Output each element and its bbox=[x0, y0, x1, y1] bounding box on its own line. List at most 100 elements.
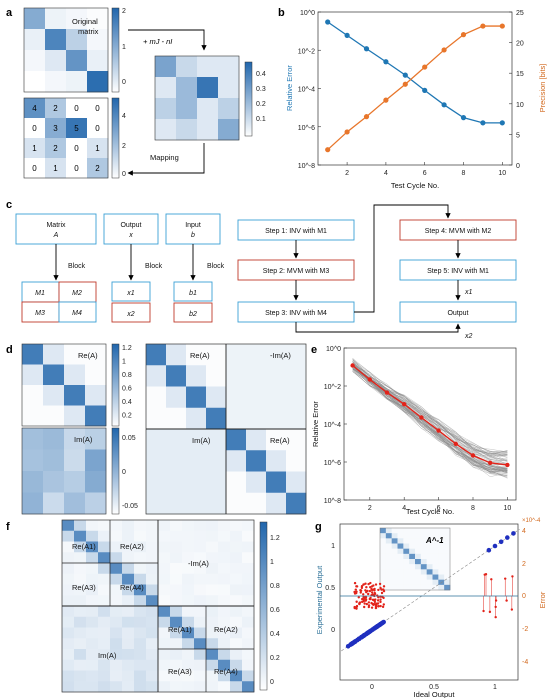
data-point bbox=[384, 390, 390, 395]
heatmap-cell bbox=[122, 638, 135, 650]
heatmap-cell bbox=[230, 595, 243, 607]
heatmap-cell bbox=[74, 584, 87, 596]
inset-cell bbox=[385, 528, 392, 534]
x-tick-label: 6 bbox=[423, 170, 427, 177]
heatmap-cell bbox=[230, 659, 243, 671]
heatmap-cell bbox=[158, 616, 171, 628]
trial-line bbox=[352, 363, 508, 461]
heatmap-cell bbox=[43, 405, 65, 427]
y2-tick-label: 25 bbox=[516, 10, 524, 17]
heatmap-cell bbox=[146, 595, 159, 607]
panel-label-g: g bbox=[315, 521, 322, 533]
inset-cell bbox=[391, 574, 398, 580]
heatmap-cell bbox=[242, 552, 255, 564]
heatmap-cell bbox=[110, 595, 123, 607]
x-tick-label: 6 bbox=[437, 505, 441, 512]
heatmap-cell bbox=[62, 606, 75, 618]
heatmap-cell bbox=[74, 681, 87, 693]
heatmap-cell bbox=[246, 429, 267, 451]
heatmap-cell bbox=[146, 520, 159, 532]
heatmap-cell bbox=[134, 606, 147, 618]
inset-cell bbox=[438, 564, 445, 570]
heatmap-cell bbox=[242, 616, 255, 628]
error-point bbox=[382, 589, 386, 593]
inset-cell bbox=[426, 569, 433, 575]
heatmap-cell bbox=[246, 344, 267, 366]
panel-label-a: a bbox=[6, 7, 13, 19]
heatmap-cell bbox=[194, 573, 207, 585]
plot-e-marks bbox=[350, 358, 510, 479]
g-ylabel: Experimental Output bbox=[315, 565, 324, 634]
f-cb-tick: 0.8 bbox=[270, 583, 280, 590]
inset-cell bbox=[432, 579, 439, 586]
heatmap-cell bbox=[182, 595, 195, 607]
inset-cell bbox=[438, 569, 445, 575]
inset-cell bbox=[409, 559, 416, 565]
heatmap-cell bbox=[266, 471, 287, 494]
heatmap-cell bbox=[122, 595, 135, 607]
heatmap-cell bbox=[87, 8, 109, 30]
shift-label: + mJ - nI bbox=[143, 37, 172, 46]
error-point bbox=[379, 604, 382, 608]
heatmap-cell bbox=[182, 520, 195, 532]
heatmap-cell bbox=[218, 520, 231, 532]
inset-cell bbox=[380, 528, 387, 534]
error-point bbox=[362, 583, 365, 586]
heatmap-cell bbox=[87, 158, 109, 179]
inset-cell bbox=[444, 553, 451, 560]
error-point bbox=[355, 600, 358, 603]
inset-cell bbox=[438, 584, 445, 591]
inset-cell bbox=[432, 548, 439, 555]
heatmap-cell bbox=[226, 450, 247, 472]
g-ytick: 1 bbox=[331, 543, 335, 550]
heatmap-cell bbox=[197, 77, 219, 99]
heatmap-cell bbox=[146, 471, 167, 494]
data-point bbox=[499, 23, 505, 29]
heatmap-cell bbox=[242, 595, 255, 607]
inset-cell bbox=[426, 538, 433, 544]
heatmap-cell bbox=[266, 429, 287, 451]
mapped-value: 1 bbox=[53, 164, 58, 173]
mapped-value: 2 bbox=[95, 164, 100, 173]
inset-cell bbox=[415, 569, 422, 575]
heatmap-cell bbox=[206, 429, 227, 451]
trial-line bbox=[352, 368, 508, 473]
heatmap-cell bbox=[286, 365, 307, 387]
heatmap-cell bbox=[134, 573, 147, 585]
heatmap-cell bbox=[74, 670, 87, 682]
error-point bbox=[367, 605, 371, 609]
heatmap-cell bbox=[170, 530, 183, 542]
heatmap-cell bbox=[206, 638, 219, 650]
inset-cell bbox=[415, 548, 422, 555]
g-y2tick: 2 bbox=[522, 561, 526, 568]
x-tick-label: 10 bbox=[504, 505, 512, 512]
heatmap-cell bbox=[218, 541, 231, 553]
heatmap-cell bbox=[206, 627, 219, 639]
f-reA1-label: Re(A1) bbox=[72, 542, 96, 551]
heatmap-cell bbox=[170, 606, 183, 618]
heatmap-cell bbox=[146, 563, 159, 575]
x-tick-label: 8 bbox=[471, 505, 475, 512]
heatmap-cell bbox=[66, 8, 88, 30]
x-tick-label: 2 bbox=[368, 505, 372, 512]
heatmap-cell bbox=[206, 541, 219, 553]
heatmap-cell bbox=[186, 344, 207, 366]
inset-cell bbox=[426, 553, 433, 560]
data-point bbox=[367, 377, 372, 382]
heatmap-cell bbox=[86, 520, 99, 532]
heatmap-cell bbox=[206, 492, 227, 515]
heatmap-cell bbox=[206, 471, 227, 494]
heatmap-cell bbox=[246, 386, 267, 409]
d-cb-top-tick: 0.6 bbox=[122, 386, 132, 393]
error-point bbox=[378, 582, 382, 586]
error-point bbox=[505, 599, 508, 602]
heatmap-cell bbox=[45, 138, 67, 159]
heatmap-cell bbox=[98, 595, 111, 607]
inset-cell bbox=[403, 584, 410, 591]
f-reA2-label: Re(A2) bbox=[120, 542, 144, 551]
data-point bbox=[422, 64, 428, 70]
heatmap-cell bbox=[74, 595, 87, 607]
heatmap-cell bbox=[87, 138, 109, 159]
error-point bbox=[362, 593, 365, 596]
d-cb-top-tick: 0.4 bbox=[122, 399, 132, 406]
